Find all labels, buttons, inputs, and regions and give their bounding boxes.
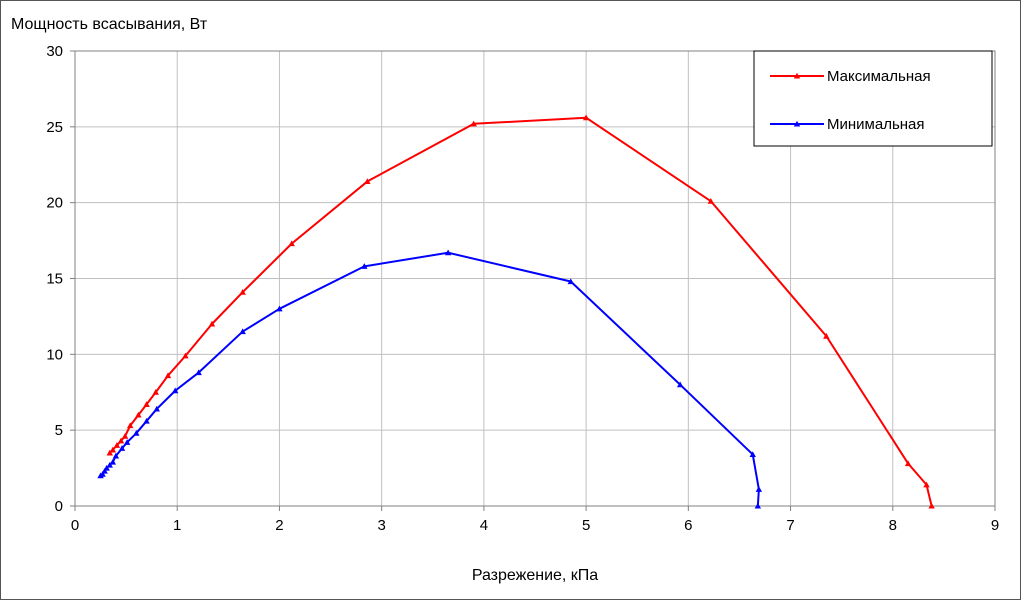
- data-point-min: [109, 458, 117, 465]
- data-point-max: [127, 422, 134, 429]
- x-tick-label: 5: [582, 517, 590, 534]
- data-point-min: [276, 305, 283, 312]
- series-layer: [97, 114, 935, 509]
- legend-label-min: Минимальная: [827, 116, 925, 133]
- data-point-min: [143, 417, 150, 424]
- legend-marker-max: [793, 72, 801, 79]
- y-tick-label: 25: [46, 119, 63, 136]
- data-point-max: [364, 178, 371, 184]
- grid: [70, 50, 996, 511]
- data-point-min: [195, 369, 202, 376]
- data-point-min: [755, 486, 763, 492]
- y-tick-label: 15: [46, 271, 63, 288]
- data-point-max: [152, 389, 159, 395]
- y-tick-label: 30: [46, 43, 63, 60]
- y-tick-label: 5: [55, 422, 63, 439]
- data-point-min: [112, 452, 120, 459]
- data-point-max: [823, 332, 830, 339]
- y-axis-title: Мощность всасывания, Вт: [11, 16, 208, 33]
- data-point-max: [182, 352, 189, 359]
- data-point-max: [109, 446, 117, 453]
- data-point-max: [113, 442, 121, 448]
- x-tick-label: 0: [71, 517, 79, 534]
- data-point-min: [106, 461, 113, 468]
- data-point-min: [123, 439, 131, 445]
- data-point-max: [928, 502, 935, 509]
- data-point-min: [101, 467, 108, 474]
- data-point-min: [153, 405, 160, 412]
- data-point-max: [106, 449, 113, 456]
- data-point-max: [707, 197, 715, 204]
- data-point-max: [923, 481, 930, 488]
- data-point-min: [749, 451, 756, 457]
- data-point-max: [121, 433, 129, 439]
- legend: Максимальная Минимальная: [753, 50, 993, 147]
- data-point-min: [118, 445, 126, 451]
- x-tick-label: 6: [684, 517, 692, 534]
- data-point-max: [117, 437, 125, 444]
- plot-border: [74, 50, 996, 507]
- legend-label-max: Максимальная: [827, 68, 931, 85]
- x-tick-label: 7: [786, 517, 794, 534]
- data-point-min: [103, 464, 110, 471]
- data-point-min: [676, 381, 684, 388]
- x-tick-label: 8: [889, 517, 897, 534]
- tick-labels: 0 1 2 3 4 5 6 7 8 9 0 5 10 15 20 25 30: [46, 43, 999, 534]
- x-tick-label: 9: [991, 517, 999, 534]
- x-tick-label: 2: [275, 517, 283, 534]
- data-point-max: [582, 114, 590, 121]
- y-tick-label: 20: [46, 195, 63, 212]
- x-tick-label: 3: [377, 517, 385, 534]
- series-max: [106, 114, 935, 509]
- x-tick-label: 1: [173, 517, 181, 534]
- data-point-min: [444, 249, 452, 256]
- x-tick-label: 4: [480, 517, 488, 534]
- data-point-min: [754, 502, 762, 509]
- data-point-max: [288, 240, 295, 247]
- data-point-max: [208, 320, 216, 327]
- data-point-max: [164, 372, 172, 379]
- legend-marker-min: [793, 120, 801, 127]
- data-point-max: [904, 460, 912, 467]
- x-axis-title: Разрежение, кПа: [472, 567, 598, 584]
- y-tick-label: 10: [46, 346, 63, 363]
- data-point-min: [171, 387, 179, 394]
- data-point-min: [567, 278, 574, 285]
- legend-box: [753, 50, 993, 147]
- data-point-min: [361, 263, 368, 269]
- data-point-max: [143, 401, 150, 407]
- data-point-min: [99, 470, 106, 477]
- data-point-max: [470, 120, 477, 127]
- data-point-min: [239, 328, 246, 335]
- data-point-max: [239, 288, 246, 295]
- data-point-min: [133, 430, 140, 436]
- data-point-max: [135, 411, 142, 418]
- series-min: [97, 249, 763, 509]
- y-tick-label: 0: [55, 498, 63, 515]
